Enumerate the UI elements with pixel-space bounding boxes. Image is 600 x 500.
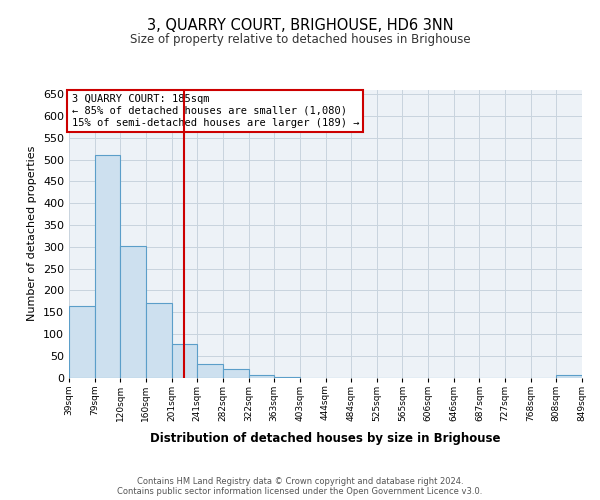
Bar: [274, 376, 300, 378]
Bar: [69, 306, 95, 378]
Bar: [556, 376, 582, 378]
Bar: [121, 246, 146, 378]
Text: Contains HM Land Registry data © Crown copyright and database right 2024.: Contains HM Land Registry data © Crown c…: [137, 477, 463, 486]
Bar: [95, 156, 121, 378]
Bar: [223, 369, 248, 378]
Bar: [248, 376, 274, 378]
Text: 3, QUARRY COURT, BRIGHOUSE, HD6 3NN: 3, QUARRY COURT, BRIGHOUSE, HD6 3NN: [146, 18, 454, 32]
Text: Contains public sector information licensed under the Open Government Licence v3: Contains public sector information licen…: [118, 487, 482, 496]
Bar: [172, 344, 197, 378]
Y-axis label: Number of detached properties: Number of detached properties: [28, 146, 37, 322]
Bar: [146, 304, 172, 378]
X-axis label: Distribution of detached houses by size in Brighouse: Distribution of detached houses by size …: [150, 432, 501, 445]
Text: 3 QUARRY COURT: 185sqm
← 85% of detached houses are smaller (1,080)
15% of semi-: 3 QUARRY COURT: 185sqm ← 85% of detached…: [71, 94, 359, 128]
Text: Size of property relative to detached houses in Brighouse: Size of property relative to detached ho…: [130, 32, 470, 46]
Bar: [197, 364, 223, 378]
